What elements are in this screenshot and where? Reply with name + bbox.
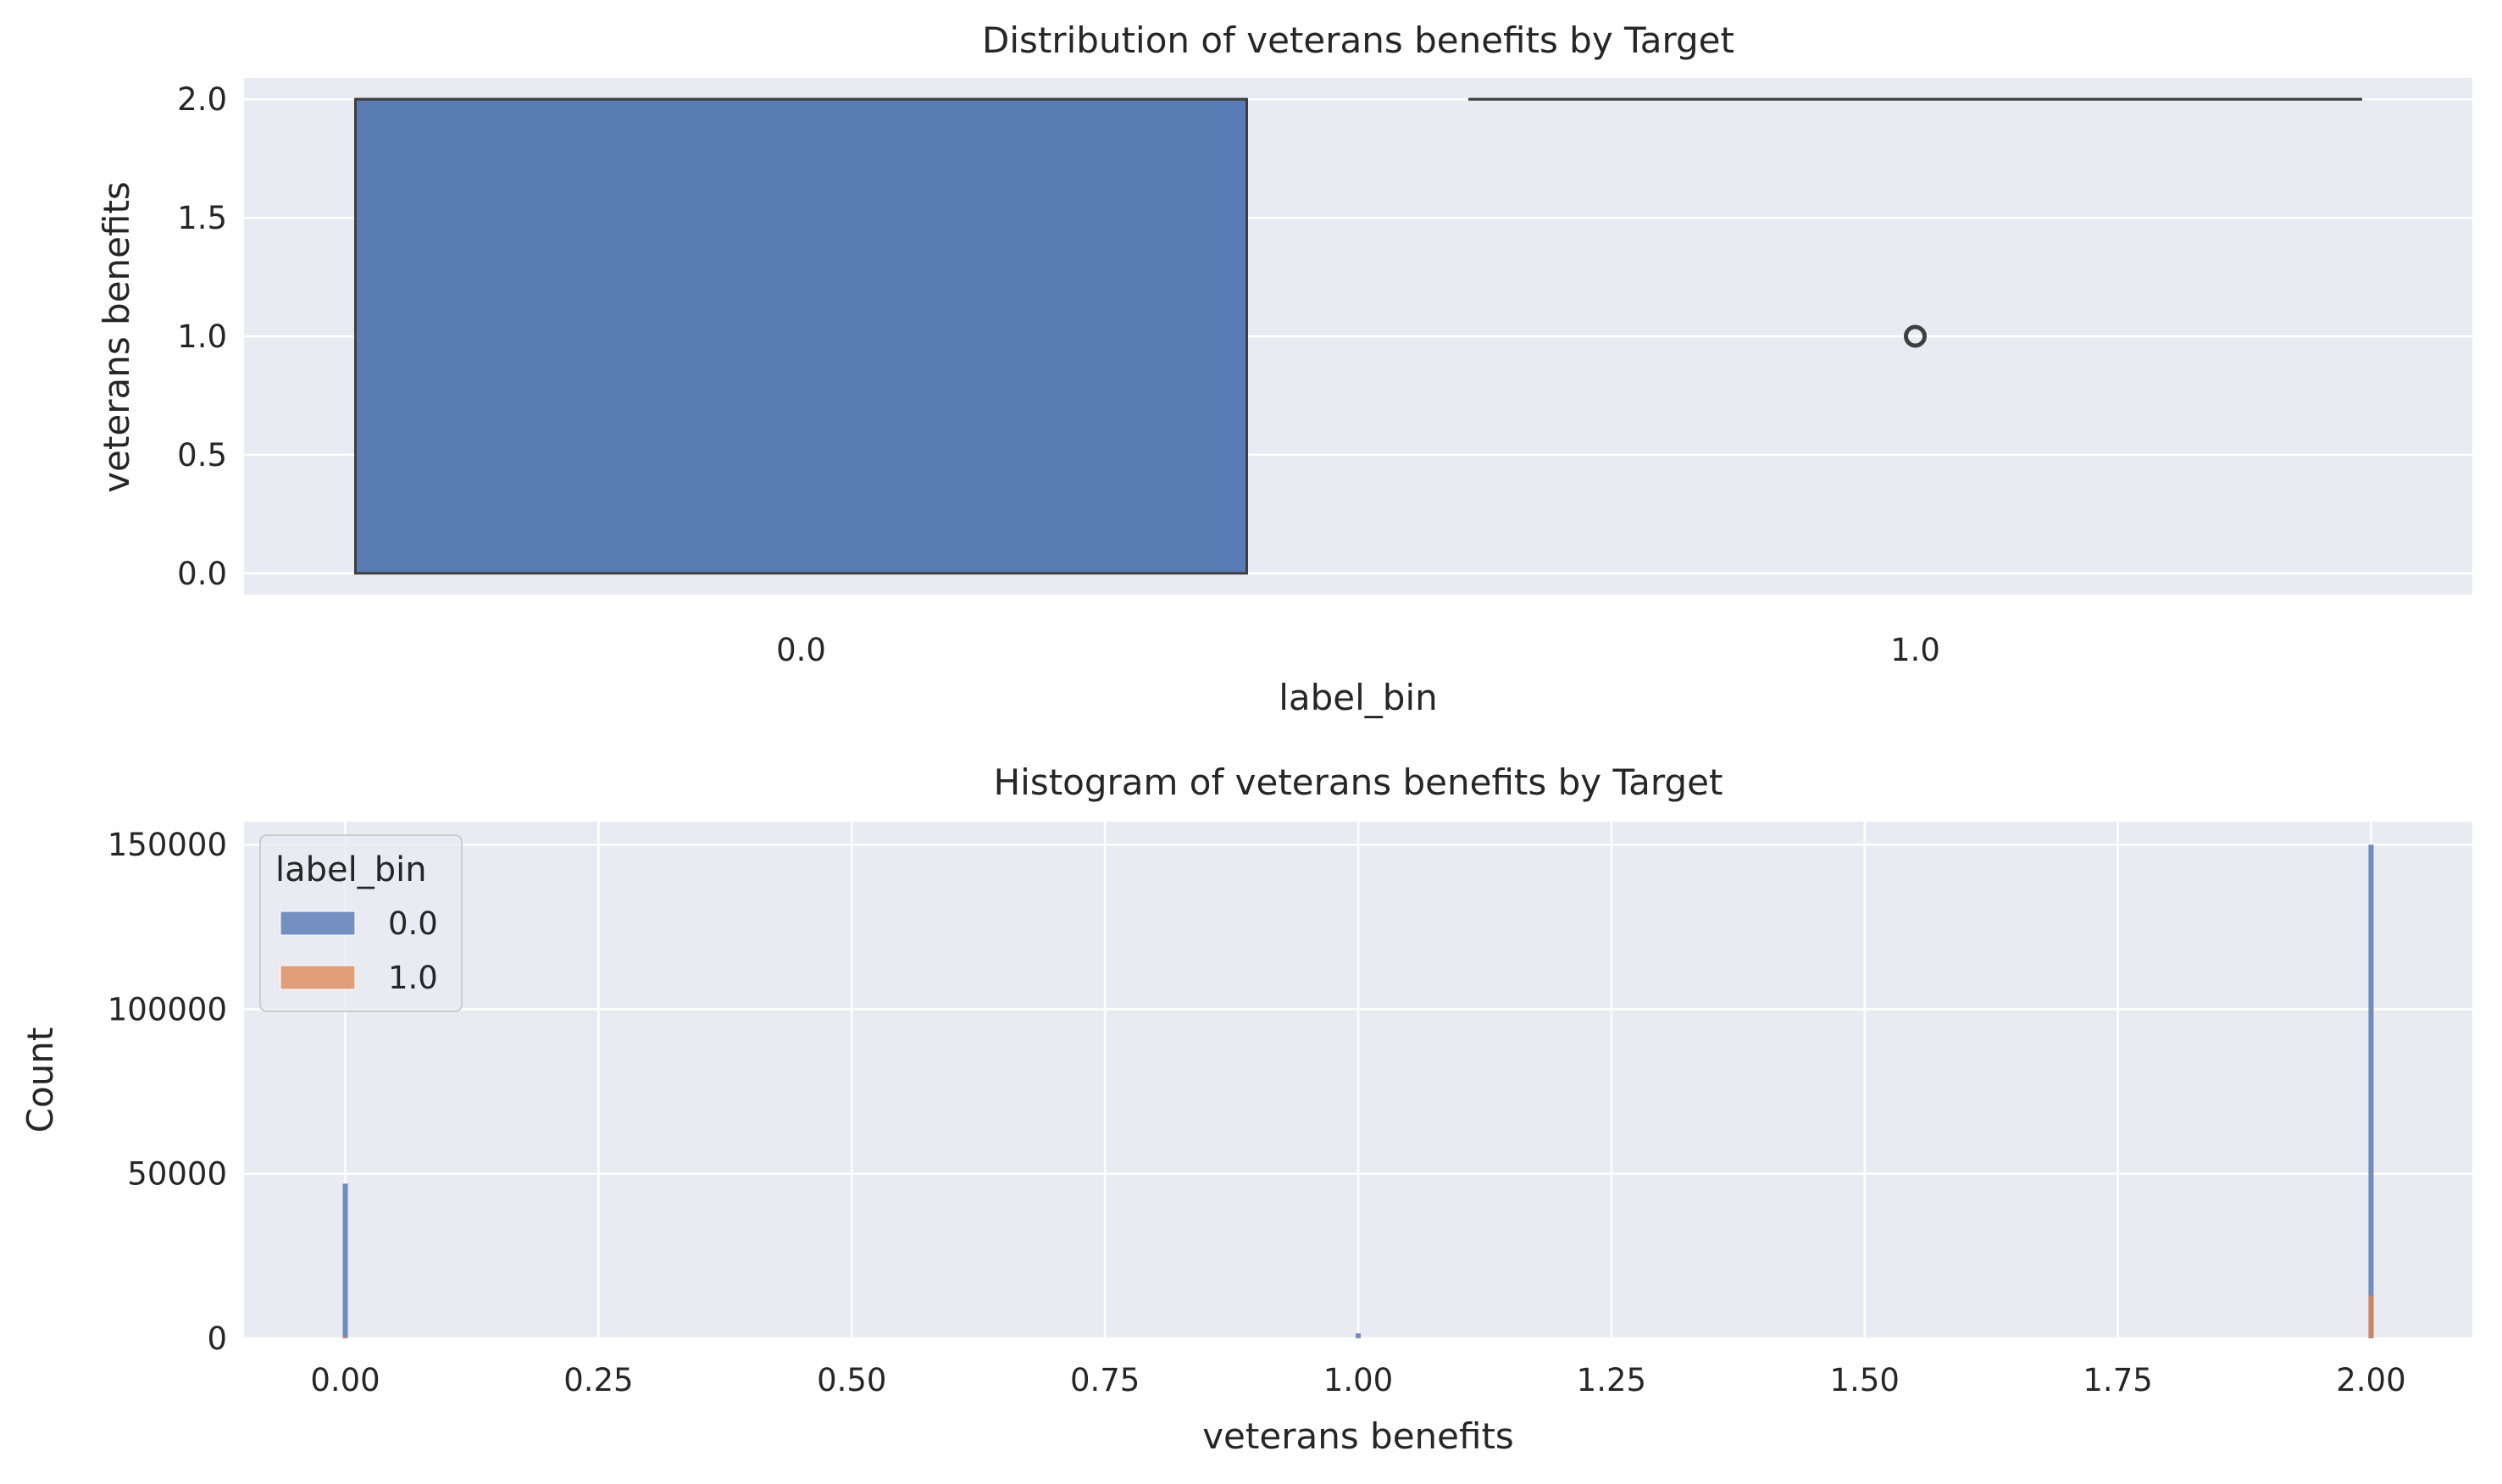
histogram-y-tick-3: 150000	[108, 827, 227, 863]
box-flier-1-0	[1904, 324, 1927, 348]
legend-label-0: 0.0	[388, 905, 438, 942]
histogram-x-tick-labels: 0.00 0.25 0.50 0.75 1.00 1.25 1.50 1.75 2.00	[310, 1362, 2405, 1398]
histogram-bars	[342, 844, 2374, 1338]
histogram-x-axis-label: veterans benefits	[1202, 1415, 1514, 1457]
histogram-bar-0-1	[1356, 1333, 1361, 1338]
histogram-x-tick-3: 0.75	[1070, 1362, 1140, 1398]
boxplot-marks	[354, 97, 2362, 575]
histogram-title: Histogram of veterans benefits by Target	[994, 761, 1723, 803]
legend-label-1: 1.0	[388, 960, 438, 996]
histogram-x-tick-4: 1.00	[1323, 1362, 1393, 1398]
histogram-x-tick-1: 0.25	[563, 1362, 633, 1398]
histogram-bar-1-0	[342, 1337, 348, 1338]
boxplot-y-tick-3: 1.5	[177, 200, 227, 236]
boxplot-y-tick-4: 2.0	[177, 81, 227, 118]
histogram-y-tick-2: 100000	[108, 991, 227, 1027]
legend-title: label_bin	[275, 850, 427, 889]
histogram-panel: 0 50000 100000 150000 0.00 0.25 0.50 0.75 1.00 1…	[19, 761, 2472, 1457]
histogram-x-tick-8: 2.00	[2336, 1362, 2405, 1398]
histogram-bar-0-2	[2368, 844, 2374, 1338]
boxplot-y-tick-1: 0.5	[177, 437, 227, 473]
boxplot-x-tick-labels: 0.0 1.0	[776, 632, 1940, 668]
histogram-legend: label_bin 0.0 1.0	[259, 834, 463, 1012]
histogram-y-tick-1: 50000	[127, 1156, 227, 1193]
histogram-x-tick-5: 1.25	[1577, 1362, 1646, 1398]
histogram-x-tick-6: 1.50	[1830, 1362, 1900, 1398]
legend-swatch-0	[280, 911, 356, 936]
boxplot-y-tick-2: 1.0	[177, 318, 227, 355]
histogram-y-axis-label: Count	[19, 1027, 61, 1133]
histogram-y-tick-0: 0	[207, 1321, 227, 1357]
histogram-y-tick-labels: 0 50000 100000 150000	[108, 827, 227, 1357]
legend-swatch-1	[280, 965, 356, 990]
boxplot-title: Distribution of veterans benefits by Tar…	[982, 19, 1734, 61]
boxplot-panel: 0.0 0.5 1.0 1.5 2.0 0.0 1.0 Distribution of v…	[96, 19, 2472, 718]
histogram-x-tick-0: 0.00	[310, 1362, 380, 1398]
boxplot-y-tick-0: 0.0	[177, 556, 227, 592]
histogram-bar-1-2	[2368, 1295, 2374, 1338]
boxplot-x-axis-label: label_bin	[1279, 677, 1438, 718]
boxplot-y-axis-label: veterans benefits	[96, 181, 137, 493]
boxplot-x-tick-1: 1.0	[1890, 632, 1940, 668]
histogram-x-tick-2: 0.50	[817, 1362, 886, 1398]
histogram-x-tick-7: 1.75	[2083, 1362, 2152, 1398]
histogram-bar-1-1	[1356, 1337, 1361, 1338]
boxplot-y-tick-labels: 0.0 0.5 1.0 1.5 2.0	[177, 81, 227, 592]
histogram-bar-0-0	[342, 1183, 348, 1338]
box-0	[354, 97, 1248, 575]
boxplot-x-tick-0: 0.0	[776, 632, 826, 668]
